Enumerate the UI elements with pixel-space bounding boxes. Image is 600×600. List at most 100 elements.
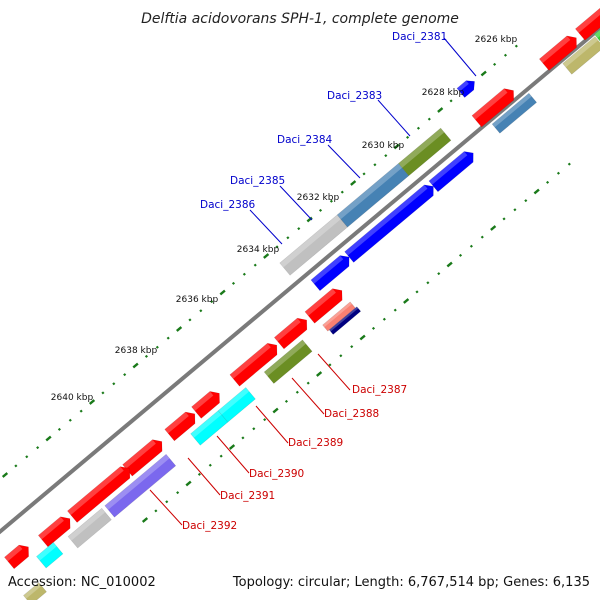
gene-arrow-red <box>304 288 343 324</box>
scale-tick-lower <box>458 253 463 257</box>
scale-tick-upper <box>210 300 214 304</box>
gene-label-bottom: Daci_2388 <box>324 408 379 420</box>
accession-text: Accession: NC_010002 <box>8 575 156 590</box>
scale-tick-upper <box>155 345 159 349</box>
scale-tick-upper <box>14 464 18 468</box>
scale-tick-upper <box>406 135 410 139</box>
kbp-label: 2626 kbp <box>475 35 518 45</box>
scale-tick-lower <box>556 171 560 175</box>
gene-block-khaki <box>23 582 47 600</box>
gene-block-silver <box>67 507 112 549</box>
gene-label-bottom: Daci_2389 <box>288 437 343 449</box>
gene-labels: 2626 kbp 2628 kbp 2630 kbp 2632 kbp 2634 kbp… <box>51 31 518 532</box>
scale-tick-upper <box>297 227 301 231</box>
label-leader-line <box>149 489 183 526</box>
scale-tick-lower <box>469 244 473 248</box>
label-leader-line <box>187 457 221 496</box>
scale-tick-upper <box>275 245 279 249</box>
gene-block-cyan <box>217 387 256 423</box>
scale-tick-upper <box>112 382 116 386</box>
scale-tick-upper <box>427 117 431 121</box>
scale-tick-upper <box>88 399 96 405</box>
label-leaders <box>149 37 477 526</box>
gene-label-bottom: Daci_2387 <box>352 384 407 396</box>
gene-arrow-red <box>191 391 220 419</box>
scale-tick-upper <box>101 391 105 395</box>
kbp-label: 2638 kbp <box>115 346 158 356</box>
scale-tick-lower <box>480 235 484 239</box>
scale-tick-upper <box>57 427 61 431</box>
scale-tick-lower <box>382 317 386 321</box>
scale-tick-lower <box>328 363 332 367</box>
gene-label-bottom: Daci_2392 <box>182 520 237 532</box>
gene-arrow-red <box>37 516 71 548</box>
scale-tick-upper <box>318 208 323 212</box>
kbp-label: 2630 kbp <box>362 141 405 151</box>
gene-arrow-blue <box>310 255 350 292</box>
scale-tick-lower <box>415 290 419 294</box>
scale-tick-upper <box>362 172 366 176</box>
scale-tick-upper <box>514 44 518 48</box>
tick-marks <box>1 44 571 523</box>
label-leader-line <box>291 377 325 415</box>
scale-tick-upper <box>45 435 52 442</box>
label-leader-line <box>279 185 313 221</box>
gene-arrow-red <box>4 544 29 570</box>
scale-tick-lower <box>141 517 149 523</box>
scale-tick-lower <box>165 500 169 504</box>
scale-tick-lower <box>513 208 517 212</box>
gene-arrow-red <box>164 411 196 442</box>
scale-tick-upper <box>493 62 497 66</box>
scale-tick-lower <box>446 261 453 268</box>
gene-block-cyan <box>190 410 229 446</box>
scale-tick-lower <box>359 334 366 341</box>
kbp-label: 2628 kbp <box>422 88 465 98</box>
scale-tick-lower <box>185 480 192 487</box>
gene-label-bottom: Daci_2390 <box>249 468 304 480</box>
scale-tick-upper <box>219 289 226 296</box>
scale-tick-lower <box>306 381 310 385</box>
gene-label-top: Daci_2381 <box>392 31 447 43</box>
gene-arrow-blue <box>456 80 475 98</box>
scale-tick-lower <box>252 427 256 431</box>
scale-tick-lower <box>502 217 506 221</box>
scale-tick-upper <box>253 263 257 267</box>
scale-tick-lower <box>228 444 236 450</box>
gene-arrow-red <box>273 317 308 350</box>
gene-arrow-blue <box>428 151 474 193</box>
scale-tick-lower <box>208 463 212 467</box>
label-leader-line <box>443 37 477 77</box>
scale-tick-upper <box>176 326 183 332</box>
scale-tick-upper <box>503 53 508 57</box>
scale-tick-upper <box>166 336 170 340</box>
scale-tick-lower <box>176 491 180 495</box>
scale-tick-upper <box>132 362 139 369</box>
gene-arrow-red <box>575 6 600 41</box>
label-leader-line <box>317 353 351 391</box>
scale-tick-lower <box>316 371 323 377</box>
scale-tick-upper <box>231 281 236 285</box>
scale-tick-upper <box>449 99 453 103</box>
scale-tick-upper <box>480 70 487 77</box>
scale-tick-upper <box>123 373 127 377</box>
scale-tick-lower <box>263 418 267 422</box>
gene-arrow-red <box>471 88 515 128</box>
label-leader-line <box>327 144 361 179</box>
scale-tick-lower <box>403 298 410 304</box>
topology-text: Topology: circular; Length: 6,767,514 bp… <box>232 575 590 590</box>
label-leader-line <box>377 99 411 137</box>
scale-tick-lower <box>154 509 158 513</box>
scale-tick-lower <box>567 162 571 166</box>
gene-block-olive <box>398 127 452 177</box>
gene-arrow-red <box>67 466 131 523</box>
scale-tick-upper <box>144 354 148 358</box>
gene-label-bottom: Daci_2391 <box>220 490 275 502</box>
scale-tick-upper <box>199 309 203 313</box>
kbp-label: 2636 kbp <box>176 295 219 305</box>
scale-tick-lower <box>546 180 550 184</box>
scale-tick-upper <box>384 154 388 158</box>
gene-block-steelblue <box>491 92 537 134</box>
scale-tick-upper <box>79 409 83 413</box>
scale-tick-lower <box>350 345 354 349</box>
scale-tick-lower <box>533 188 540 195</box>
